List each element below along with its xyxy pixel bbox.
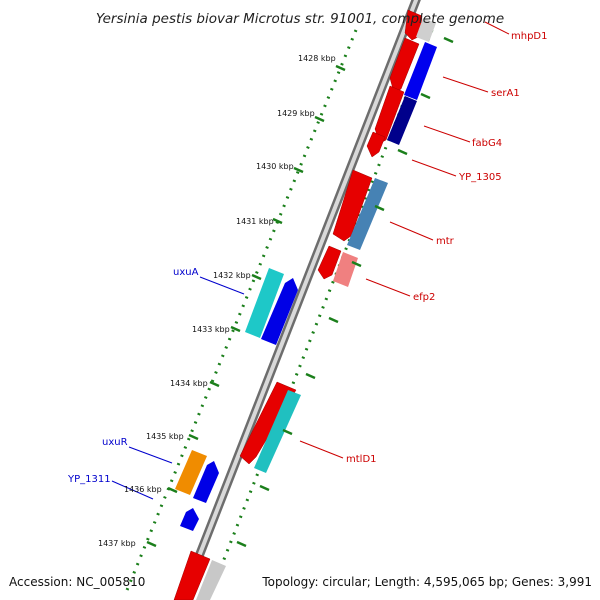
gene-bottom-red[interactable] [173,550,211,600]
tick-mark-track2-h [282,428,293,436]
label-YP_1305[interactable]: YP_1305 [458,172,502,183]
label-mhpD1[interactable]: mhpD1 [511,31,548,42]
efp2-leader-line [365,278,411,297]
gene-mtlD1[interactable] [239,381,297,465]
gene-efp2[interactable] [317,245,342,280]
tick-mark-track2-i [259,484,270,492]
gene-uxuR[interactable] [175,450,207,495]
tick-mark-1430 [293,166,304,174]
tick-label-1435: 1435 kbp [146,432,184,441]
YP_1305-leader-line [411,159,457,177]
outer-reverse-guide [123,29,358,596]
mtlD1-leader-line [299,440,344,459]
gene-efp2-partner[interactable] [333,252,358,287]
tick-mark-1434 [209,380,220,388]
label-efp2[interactable]: efp2 [413,292,435,303]
tick-mark-1428 [335,64,346,72]
tick-mark-1431 [272,217,283,225]
tick-mark-track2-b [420,92,431,100]
gene-mtr-partner[interactable] [347,178,388,250]
topology-text: Topology: circular; Length: 4,595,065 bp… [261,575,592,589]
tick-mark-track2-f [328,316,339,324]
label-mtlD1[interactable]: mtlD1 [346,454,377,465]
gene-mtlD1-partner[interactable] [254,390,301,473]
tick-mark-1433 [230,325,241,333]
gene-bottom-grey[interactable] [196,560,226,600]
genome-backbone [177,0,421,600]
map-title: Yersinia pestis biovar Microtus str. 910… [96,11,504,27]
label-fabG4[interactable]: fabG4 [472,138,502,149]
tick-label-1429: 1429 kbp [277,109,315,118]
mtr-leader-line [389,221,434,241]
tick-mark-track2-g [305,372,316,380]
serA1-leader-line [442,76,489,93]
tick-mark-track2-c [397,148,408,156]
forward-track-guide [208,29,434,596]
tick-mark-track2-j [236,540,247,548]
gene-serA1-partner[interactable] [404,42,437,100]
label-mtr[interactable]: mtr [436,236,455,247]
tick-label-1434: 1434 kbp [170,379,208,388]
tick-label-1433: 1433 kbp [192,325,230,334]
accession-text: Accession: NC_005810 [9,575,145,589]
gene-small-blue[interactable] [180,508,199,531]
label-serA1[interactable]: serA1 [491,88,520,99]
mhpD1-leader-line [484,21,510,35]
tick-mark-track2-a [443,36,454,44]
tick-mark-1437 [146,540,157,548]
tick-label-1436: 1436 kbp [124,485,162,494]
gene-top-grey[interactable] [416,18,436,42]
tick-mark-1429 [314,115,325,123]
uxuR-leader-line [128,446,173,464]
tick-label-1428: 1428 kbp [298,54,336,63]
tick-label-1432: 1432 kbp [213,271,251,280]
gene-uxuA-partner[interactable] [261,278,298,345]
label-YP_1311[interactable]: YP_1311 [67,474,111,485]
label-uxuA[interactable]: uxuA [173,267,199,278]
gene-fabG4-b[interactable] [366,131,386,158]
tick-mark-track2-e [351,260,362,268]
uxuA-leader-line [199,276,245,295]
tick-mark-1436 [167,486,178,494]
gene-uxuA[interactable] [245,268,284,338]
tick-label-1430: 1430 kbp [256,162,294,171]
label-uxuR[interactable]: uxuR [102,437,128,448]
fabG4-leader-line [423,125,471,143]
tick-label-1437: 1437 kbp [98,539,136,548]
gene-mtr[interactable] [332,169,373,242]
gene-fabG4-partner[interactable] [387,96,417,145]
YP_1311-leader-line [111,480,154,500]
tick-mark-track2-d [374,204,385,212]
tick-label-1431: 1431 kbp [236,217,274,226]
gene-YP_1311[interactable] [193,461,219,503]
tick-mark-1432 [251,273,262,281]
tick-mark-1435 [188,433,199,441]
